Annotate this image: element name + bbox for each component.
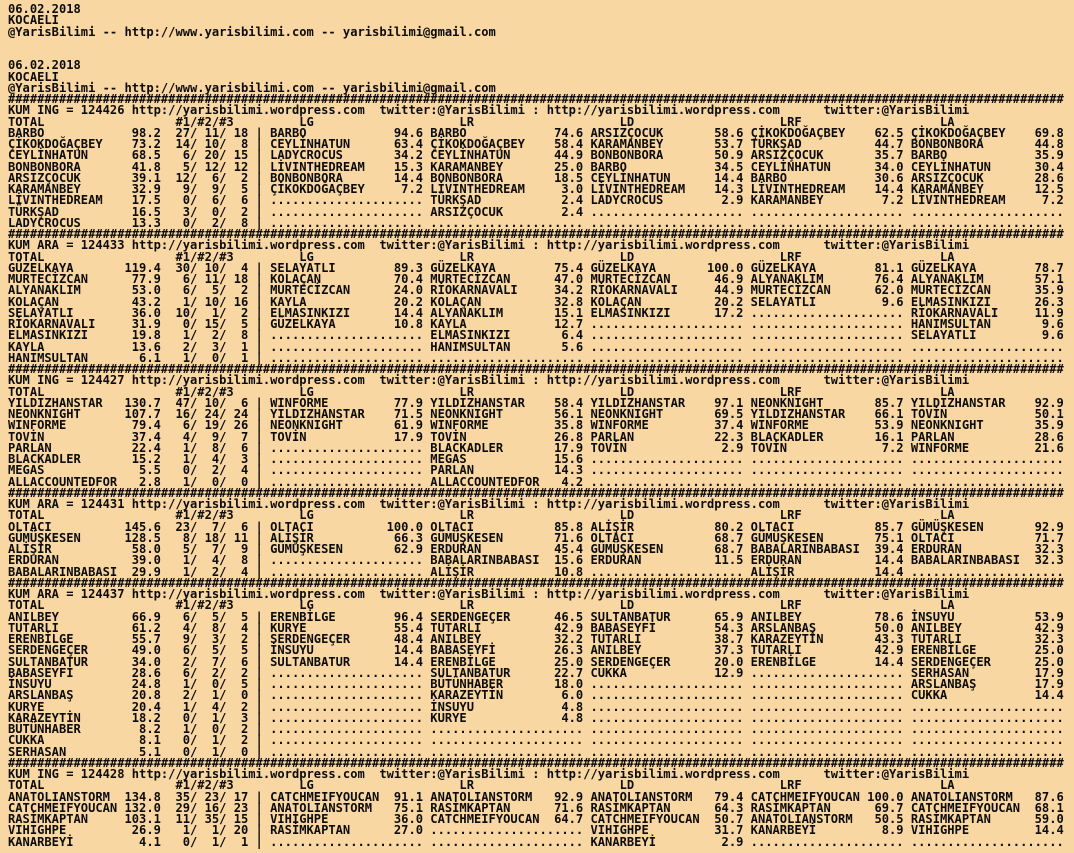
section-kum-ara-124433: ########################################…: [8, 227, 1064, 365]
section-kum-ing-124428: ########################################…: [8, 755, 1064, 849]
section-kum-ara-124437: ########################################…: [8, 575, 1064, 759]
section-kum-ing-124427: ########################################…: [8, 362, 1064, 489]
section-kum-ing-124426: ########################################…: [8, 92, 1064, 230]
section-kum-ara-124431: ########################################…: [8, 485, 1064, 579]
report-header: 06.02.2018 KOCAELI @YarisBilimi -- http:…: [8, 2, 496, 95]
report-sections: ########################################…: [8, 92, 1074, 849]
